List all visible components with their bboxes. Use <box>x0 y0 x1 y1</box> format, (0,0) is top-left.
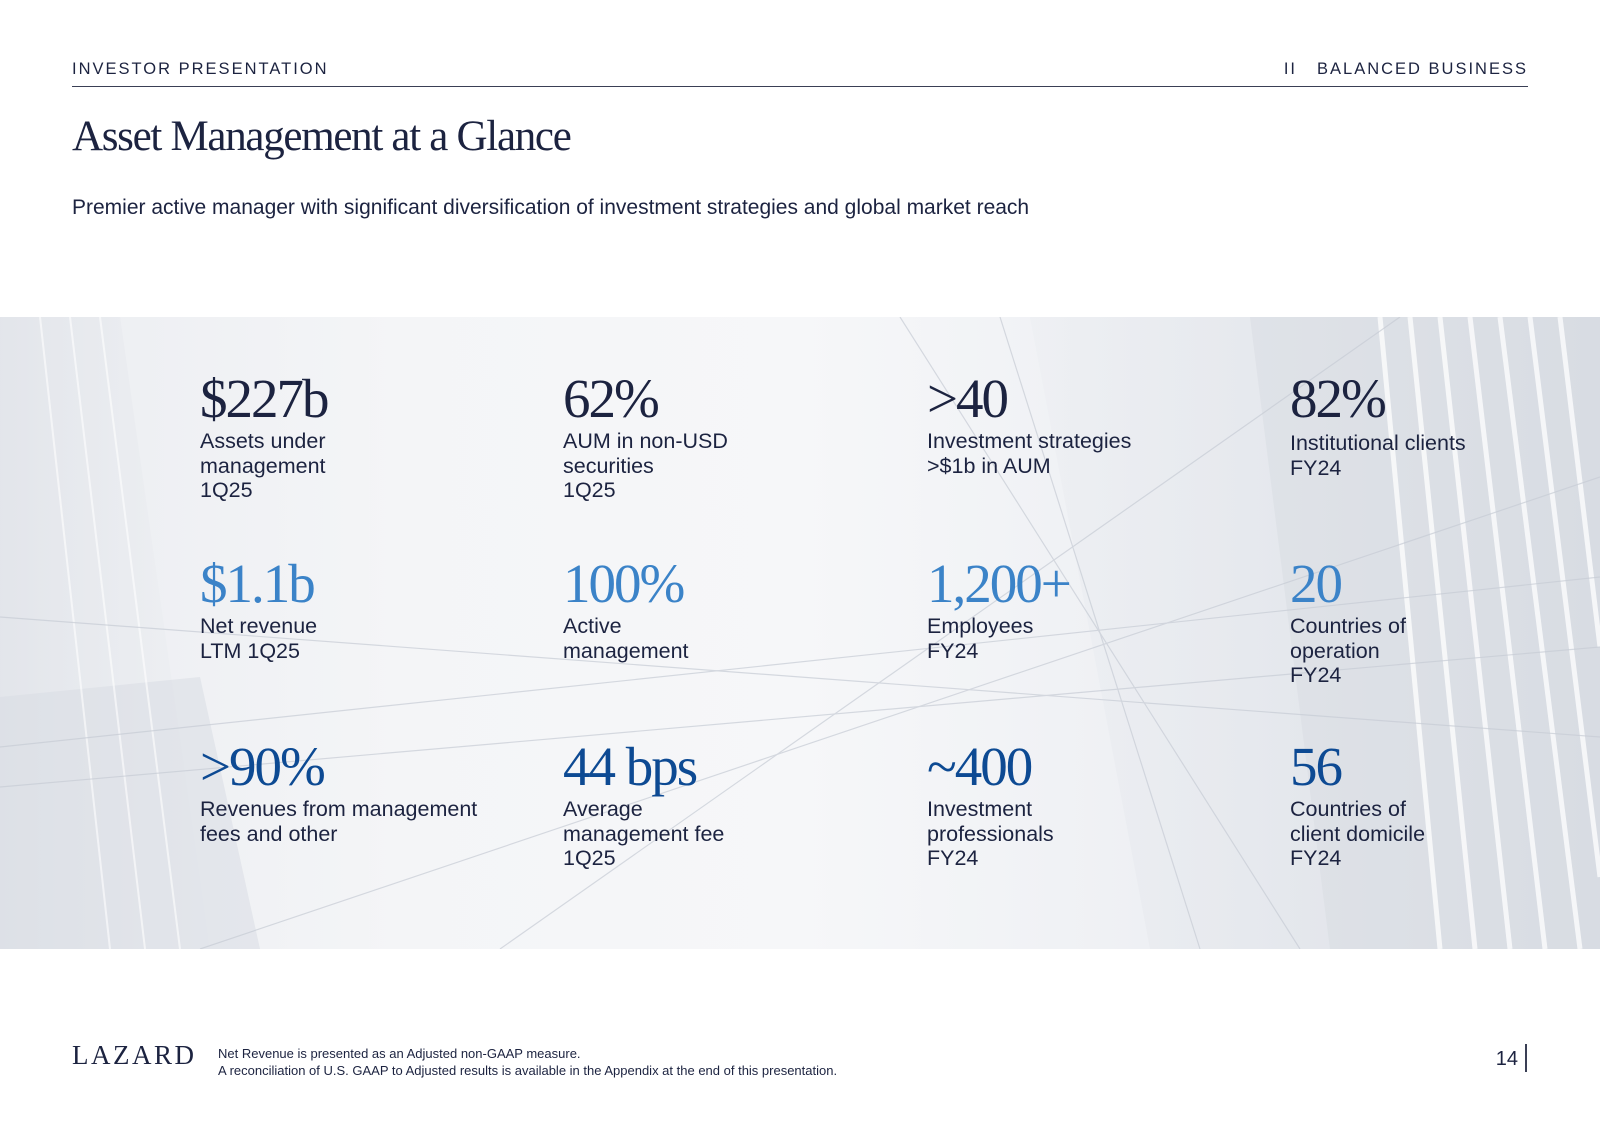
stat-value: 44 bps <box>563 736 698 797</box>
page-number-divider <box>1525 1044 1527 1072</box>
stat-investment-strategies: >40 Investment strategies >$1b in AUM <box>927 371 1247 478</box>
building-background-image <box>0 317 1600 949</box>
stat-net-revenue: $1.1b Net revenue LTM 1Q25 <box>200 556 520 663</box>
page-number: 14 <box>1495 1048 1518 1070</box>
lazard-logo: LAZARD <box>72 1040 197 1070</box>
page-header: INVESTOR PRESENTATION II BALANCED BUSINES… <box>72 58 1528 87</box>
stat-label: Average management fee 1Q25 <box>563 797 725 870</box>
stat-value: 56 <box>1290 736 1343 797</box>
stat-value: 100% <box>563 553 685 614</box>
stat-value: ~400 <box>927 736 1033 797</box>
header-section-number: II <box>1283 60 1298 78</box>
stat-label: Revenues from management fees and other <box>200 797 478 846</box>
stat-label: Countries of client domicile FY24 <box>1290 797 1426 870</box>
header-left-label: INVESTOR PRESENTATION <box>72 60 329 78</box>
page-subtitle: Premier active manager with significant … <box>72 196 1030 219</box>
stat-employees: 1,200+ Employees FY24 <box>927 556 1247 663</box>
stat-label: Active management <box>563 614 689 663</box>
stat-label: Investment professionals FY24 <box>927 797 1054 870</box>
footnote-line-1: Net Revenue is presented as an Adjusted … <box>218 1046 581 1061</box>
page-title: Asset Management at a Glance <box>72 113 572 160</box>
header-section: II BALANCED BUSINESS <box>1284 60 1528 79</box>
stat-value: 62% <box>563 368 660 429</box>
footnote-line-2: A reconciliation of U.S. GAAP to Adjuste… <box>218 1063 838 1078</box>
stat-revenues-from-fees: >90% Revenues from management fees and o… <box>200 739 520 846</box>
stat-value: >40 <box>927 368 1009 429</box>
stat-label: Countries of operation FY24 <box>1290 614 1406 687</box>
stat-investment-professionals: ~400 Investment professionals FY24 <box>927 739 1247 871</box>
stat-label: Net revenue LTM 1Q25 <box>200 614 318 663</box>
stat-active-management: 100% Active management <box>563 556 883 663</box>
stat-countries-of-client-domicile: 56 Countries of client domicile FY24 <box>1290 739 1600 871</box>
stat-aum-non-usd: 62% AUM in non-USD securities 1Q25 <box>563 371 883 503</box>
stat-value: 20 <box>1290 553 1343 614</box>
header-section-title: BALANCED BUSINESS <box>1317 60 1528 78</box>
stat-value: 82% <box>1290 368 1387 429</box>
stat-value: $1.1b <box>200 553 316 614</box>
stat-average-management-fee: 44 bps Average management fee 1Q25 <box>563 739 883 871</box>
footnote: Net Revenue is presented as an Adjusted … <box>218 1045 837 1079</box>
stat-assets-under-management: $227b Assets under management 1Q25 <box>200 371 520 503</box>
stat-countries-of-operation: 20 Countries of operation FY24 <box>1290 556 1600 688</box>
stat-value: >90% <box>200 736 326 797</box>
stats-band: $227b Assets under management 1Q25 62% A… <box>0 317 1600 949</box>
stat-label: Employees FY24 <box>927 614 1034 663</box>
stat-value: 1,200+ <box>927 553 1072 614</box>
stat-label: Institutional clients FY24 <box>1290 431 1466 480</box>
stat-label: Assets under management 1Q25 <box>200 429 326 502</box>
stat-label: Investment strategies >$1b in AUM <box>927 429 1132 478</box>
stat-value: $227b <box>200 368 330 429</box>
stat-institutional-clients: 82% Institutional clients FY24 <box>1290 371 1600 480</box>
stat-label: AUM in non-USD securities 1Q25 <box>563 429 728 502</box>
